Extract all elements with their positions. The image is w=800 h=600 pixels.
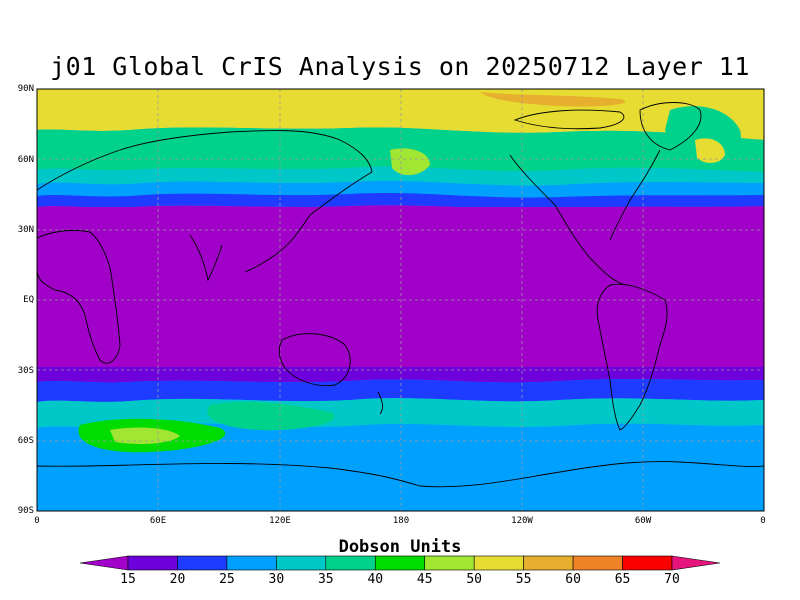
colorbar-label: 45 bbox=[416, 572, 433, 587]
colorbar-high-arrow bbox=[671, 555, 721, 571]
ozone-field bbox=[37, 89, 764, 511]
colorbar-title: Dobson Units bbox=[338, 537, 462, 557]
x-tick-0: 0 bbox=[34, 516, 40, 526]
band-south-violet bbox=[37, 367, 764, 383]
patch-greenland-core bbox=[695, 138, 725, 163]
y-tick-90s: 90S bbox=[17, 506, 34, 516]
band-north-lightblue bbox=[37, 181, 764, 198]
band-north-60-patch bbox=[480, 92, 626, 107]
y-tick-60n: 60N bbox=[17, 155, 34, 165]
map-frame bbox=[36, 88, 765, 512]
y-tick-30n: 30N bbox=[17, 225, 34, 235]
band-tropics bbox=[37, 207, 764, 367]
colorbar-swatch bbox=[424, 555, 475, 571]
y-tick-30s: 30S bbox=[17, 366, 34, 376]
colorbar-label: 35 bbox=[317, 572, 334, 587]
colorbar-label: 20 bbox=[169, 572, 186, 587]
colorbar-swatch bbox=[325, 555, 376, 571]
x-tick-120w: 120W bbox=[511, 516, 533, 526]
colorbar-swatch bbox=[127, 555, 178, 571]
colorbar-swatch bbox=[276, 555, 327, 571]
patch-siberia bbox=[390, 148, 430, 176]
band-tropics-edges bbox=[37, 205, 764, 214]
colorbar-swatch bbox=[177, 555, 228, 571]
colorbar-label: 40 bbox=[367, 572, 384, 587]
colorbar-label: 50 bbox=[466, 572, 482, 587]
colorbar-swatch bbox=[572, 555, 623, 571]
colorbar-label: 65 bbox=[614, 572, 631, 587]
x-tick-180: 180 bbox=[392, 516, 410, 526]
band-south-yellowgreen-patch bbox=[110, 427, 180, 444]
colorbar-swatch bbox=[622, 555, 673, 571]
band-south-lightblue-bottom bbox=[37, 466, 764, 511]
colorbar-swatch bbox=[523, 555, 574, 571]
x-tick-60e: 60E bbox=[149, 516, 167, 526]
y-tick-90n: 90N bbox=[17, 84, 34, 94]
band-north-blue bbox=[37, 193, 764, 209]
graticule bbox=[37, 89, 764, 511]
coastlines bbox=[37, 102, 764, 488]
colorbar-label: 60 bbox=[565, 572, 581, 587]
colorbar-label: 30 bbox=[268, 572, 285, 587]
y-tick-eq: EQ bbox=[23, 295, 34, 305]
x-tick-60w: 60W bbox=[634, 516, 652, 526]
colorbar-label: 15 bbox=[120, 572, 136, 587]
band-south-blue bbox=[37, 378, 764, 402]
colorbar-label: 25 bbox=[219, 572, 235, 587]
band-north-cyan bbox=[37, 166, 764, 186]
colorbar-swatch bbox=[374, 555, 426, 571]
colorbar-swatch bbox=[226, 555, 277, 571]
colorbar-label: 55 bbox=[515, 572, 532, 587]
y-tick-60s: 60S bbox=[17, 436, 34, 446]
band-south-green-patch2 bbox=[207, 401, 335, 431]
colorbar-low-arrow bbox=[79, 555, 129, 571]
colorbar bbox=[79, 555, 721, 571]
colorbar-label: 70 bbox=[664, 572, 680, 587]
x-tick-0-end: 0 bbox=[760, 516, 766, 526]
map-title: j01 Global CrIS Analysis on 20250712 Lay… bbox=[50, 52, 750, 81]
colorbar-swatch bbox=[473, 555, 524, 571]
x-tick-120e: 120E bbox=[269, 516, 291, 526]
